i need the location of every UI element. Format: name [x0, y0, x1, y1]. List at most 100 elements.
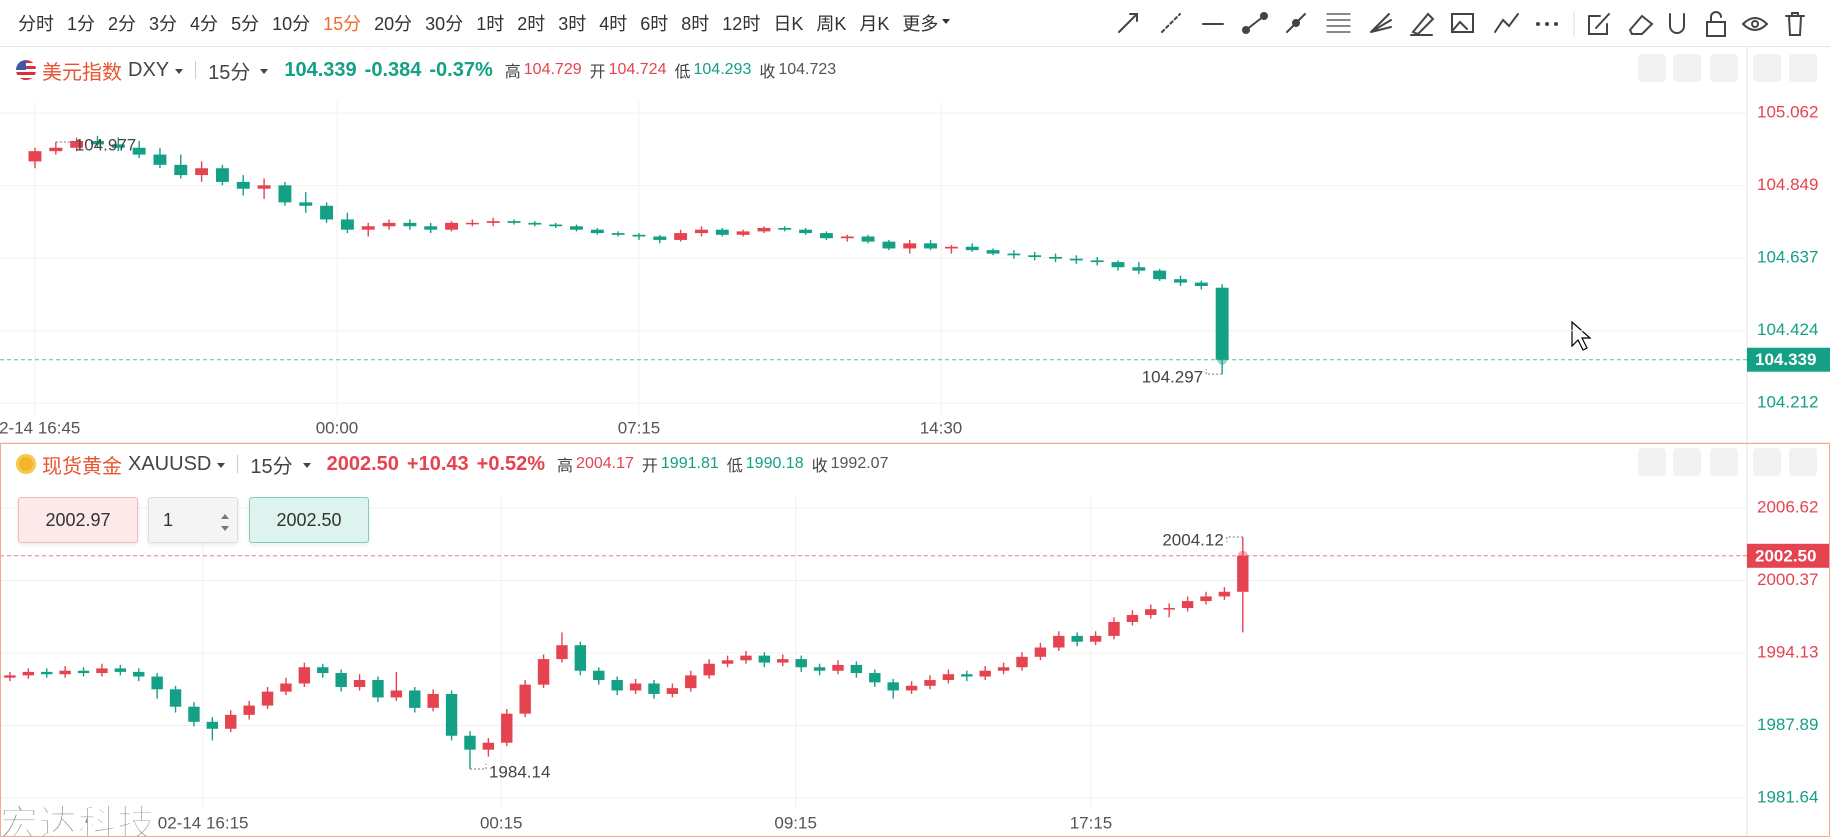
symbol-name[interactable]: 现货黄金: [42, 455, 122, 478]
interval-button[interactable]: 1时: [476, 14, 505, 34]
eraser-tool[interactable]: [1628, 14, 1654, 35]
symbol-icon: [16, 454, 36, 474]
image-tool[interactable]: [1451, 13, 1474, 33]
panel-button[interactable]: [1638, 54, 1666, 82]
segment-dot: [1242, 26, 1250, 34]
interval-button[interactable]: 分时: [18, 14, 54, 34]
eye-tool[interactable]: [1741, 17, 1769, 31]
interval-button[interactable]: 30分: [425, 14, 464, 34]
candle-body: [1215, 287, 1229, 360]
extreme-label: 104.297: [1142, 368, 1203, 387]
symbol-name[interactable]: 美元指数: [42, 61, 122, 84]
more-dot[interactable]: [1554, 22, 1558, 26]
panel-button[interactable]: [1753, 448, 1781, 476]
interval-button[interactable]: 6时: [640, 14, 669, 34]
interval-button[interactable]: 3分: [149, 14, 178, 34]
last-price-tag: [1747, 347, 1830, 372]
interval-button[interactable]: 日K: [773, 14, 804, 34]
sell-button[interactable]: 2002.97: [18, 497, 138, 543]
panel-button[interactable]: [1789, 54, 1817, 82]
ray-tool[interactable]: [1161, 13, 1181, 33]
image-glyph: [1452, 20, 1468, 31]
candle-body: [1200, 596, 1212, 602]
interval-button[interactable]: 月K: [859, 14, 890, 34]
interval-label[interactable]: 15分: [250, 455, 293, 478]
panel-button[interactable]: [1710, 448, 1738, 476]
interval-button[interactable]: 4时: [599, 14, 628, 34]
interval-button[interactable]: 2分: [108, 14, 137, 34]
candle-body: [632, 234, 646, 237]
last-price: 104.339: [284, 58, 357, 81]
candle-body: [819, 233, 833, 239]
interval-button[interactable]: 5分: [231, 14, 260, 34]
candle-body: [28, 151, 42, 162]
price-axis-label: 104.637: [1757, 247, 1818, 266]
candle-body: [1016, 656, 1028, 668]
candle-body: [648, 683, 660, 694]
interval-button[interactable]: 2时: [517, 14, 546, 34]
candle-body: [1132, 267, 1146, 271]
candle-body: [445, 222, 458, 230]
magnet-tool[interactable]: [1669, 13, 1685, 34]
candle-body: [1174, 279, 1187, 283]
stat-label: 高: [504, 64, 521, 81]
interval-button[interactable]: 8时: [681, 14, 710, 34]
stat-label: 收: [759, 64, 776, 81]
last-price-tag-label: 2002.50: [1755, 546, 1816, 565]
candle-body: [340, 219, 354, 230]
panel-button[interactable]: [1710, 54, 1738, 82]
panel-button[interactable]: [1673, 448, 1701, 476]
panel-button[interactable]: [1673, 54, 1701, 82]
candle-body: [174, 164, 188, 176]
lock-tool[interactable]: [1706, 11, 1726, 37]
price-axis-label: 1987.89: [1757, 715, 1818, 734]
candle-body: [236, 181, 250, 189]
buy-button[interactable]: 2002.50: [249, 497, 369, 543]
stat-value: 104.729: [523, 61, 582, 78]
time-axis-label: 09:15: [774, 813, 817, 832]
candle-body: [59, 670, 71, 675]
interval-button[interactable]: 12时: [722, 14, 761, 34]
candle-body: [335, 673, 347, 687]
candle-body: [1089, 635, 1102, 642]
qty-up[interactable]: [221, 510, 229, 519]
symbol-code[interactable]: XAUUSD: [128, 452, 212, 475]
panel-button[interactable]: [1638, 448, 1666, 476]
interval-caret: [302, 462, 311, 472]
arrow-tool[interactable]: [1118, 13, 1138, 33]
panel-button[interactable]: [1789, 448, 1817, 476]
candle-body: [464, 735, 476, 750]
interval-button[interactable]: 4分: [190, 14, 219, 34]
interval-button[interactable]: 10分: [272, 14, 311, 34]
more-dot[interactable]: [1545, 22, 1549, 26]
price-axis-label: 2000.37: [1757, 570, 1818, 589]
delete-tool[interactable]: [1785, 12, 1805, 36]
candle-body: [1034, 647, 1047, 657]
more-dot[interactable]: [1536, 22, 1540, 26]
candle-body: [206, 721, 219, 729]
interval-button[interactable]: 3时: [558, 14, 587, 34]
interval-caret: [260, 68, 269, 78]
candle-body: [986, 250, 1000, 254]
fib-tool[interactable]: [1326, 13, 1351, 33]
quantity-input[interactable]: 1: [148, 497, 238, 543]
interval-button[interactable]: 周K: [816, 14, 847, 34]
candle-body: [70, 140, 84, 148]
interval-button[interactable]: 更多: [902, 10, 951, 36]
stat-value: 2004.17: [576, 455, 634, 472]
interval-button[interactable]: 20分: [374, 14, 413, 34]
panel-button[interactable]: [1753, 54, 1781, 82]
fan-tool[interactable]: [1370, 13, 1392, 33]
pen-tool[interactable]: [1410, 12, 1435, 36]
qty-down[interactable]: [221, 526, 229, 535]
interval-button[interactable]: 15分: [323, 14, 362, 34]
interval-button[interactable]: 1分: [67, 14, 96, 34]
interval-label[interactable]: 15分: [208, 61, 251, 84]
pattern-tool[interactable]: [1494, 13, 1519, 33]
candle-body: [840, 236, 854, 239]
candle-body: [1145, 609, 1157, 616]
time-axis-label: 07:15: [618, 418, 661, 437]
symbol-code[interactable]: DXY: [128, 58, 170, 81]
edit-tool[interactable]: [1588, 13, 1610, 35]
candle-body: [758, 655, 771, 663]
